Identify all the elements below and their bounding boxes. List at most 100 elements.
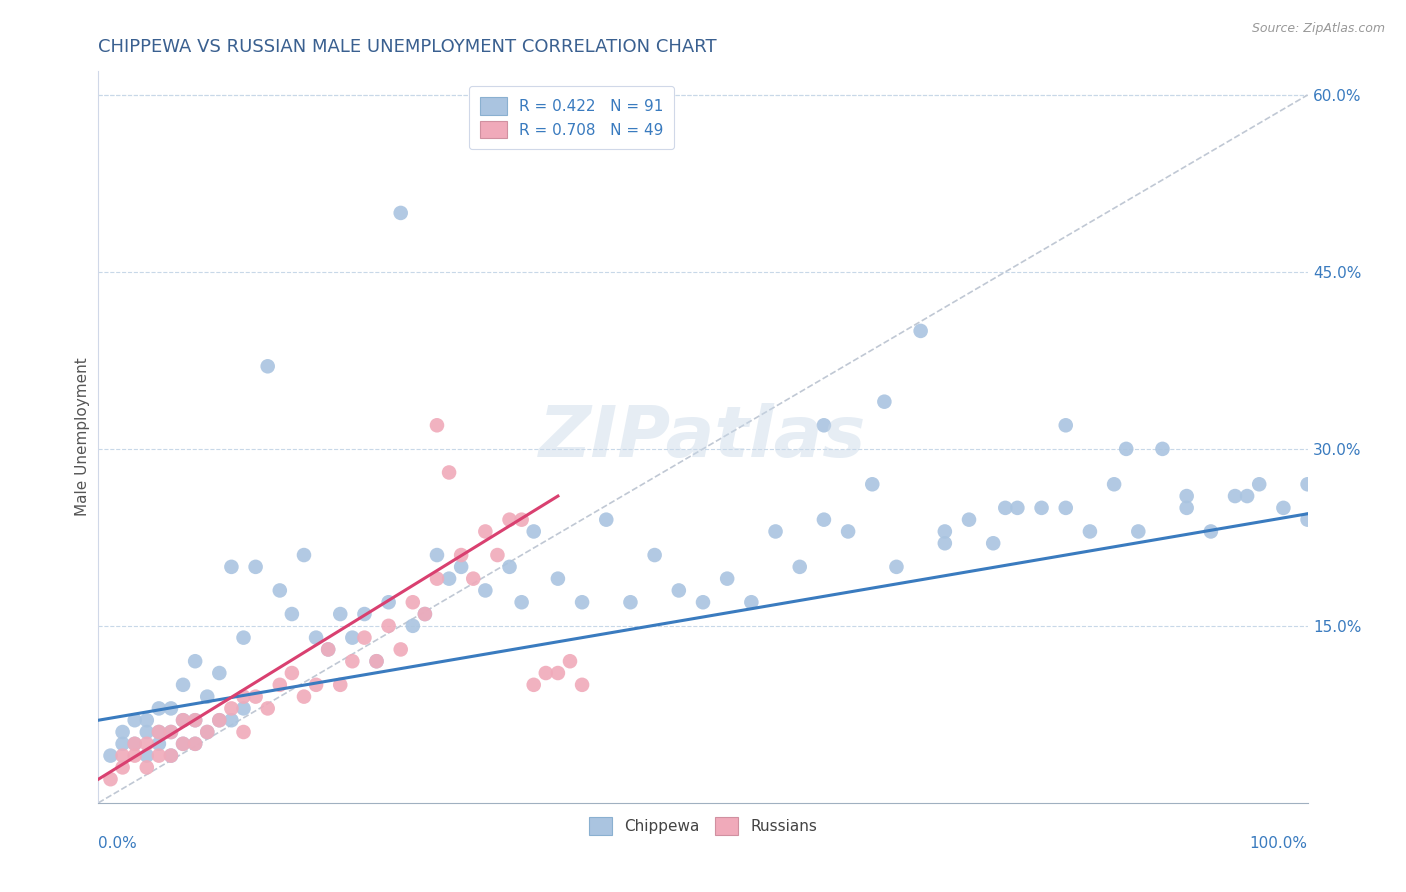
Point [450,548,472,562]
Text: Source: ZipAtlas.com: Source: ZipAtlas.com [1251,22,1385,36]
Point [1078,524,1101,539]
Point [135,748,157,763]
Point [184,713,207,727]
Point [474,524,496,539]
Point [148,725,170,739]
Point [208,713,231,727]
Point [1249,477,1271,491]
Point [232,690,254,704]
Point [292,690,315,704]
Point [245,690,267,704]
Point [208,713,231,727]
Point [111,737,134,751]
Point [1152,442,1174,456]
Point [221,713,243,727]
Point [413,607,436,621]
Point [981,536,1004,550]
Point [1175,489,1198,503]
Point [281,666,304,681]
Point [172,737,194,751]
Point [342,631,364,645]
Point [256,701,278,715]
Point [184,737,207,751]
Point [221,559,243,574]
Point [366,654,388,668]
Point [111,760,134,774]
Point [437,572,460,586]
Point [765,524,787,539]
Point [305,631,328,645]
Point [208,666,231,681]
Point [957,513,980,527]
Point [994,500,1017,515]
Point [873,394,896,409]
Point [305,678,328,692]
Point [1272,500,1295,515]
Point [426,572,449,586]
Point [221,701,243,715]
Point [1236,489,1258,503]
Point [316,642,339,657]
Point [426,418,449,433]
Point [837,524,859,539]
Point [510,595,533,609]
Point [486,548,509,562]
Point [281,607,304,621]
Point [269,678,291,692]
Point [269,583,291,598]
Point [934,536,956,550]
Point [135,713,157,727]
Point [595,513,617,527]
Point [910,324,932,338]
Point [111,725,134,739]
Point [426,548,449,562]
Point [644,548,666,562]
Point [292,548,315,562]
Point [860,477,883,491]
Point [716,572,738,586]
Point [1054,418,1077,433]
Point [547,666,569,681]
Point [934,524,956,539]
Point [195,690,218,704]
Point [353,607,375,621]
Point [160,701,183,715]
Point [437,466,460,480]
Point [342,654,364,668]
Point [1007,500,1029,515]
Point [571,595,593,609]
Point [1115,442,1137,456]
Point [510,513,533,527]
Point [389,206,412,220]
Point [135,725,157,739]
Point [1199,524,1222,539]
Point [1128,524,1150,539]
Point [148,737,170,751]
Point [232,631,254,645]
Point [534,666,557,681]
Point [111,748,134,763]
Point [571,678,593,692]
Point [124,748,146,763]
Point [1031,500,1053,515]
Point [377,595,399,609]
Point [668,583,690,598]
Point [463,572,485,586]
Point [329,678,352,692]
Text: ZIPatlas: ZIPatlas [540,402,866,472]
Point [389,642,412,657]
Point [813,513,835,527]
Point [195,725,218,739]
Point [184,654,207,668]
Point [740,595,762,609]
Point [402,595,425,609]
Point [135,737,157,751]
Point [124,737,146,751]
Point [184,713,207,727]
Legend: Chippewa, Russians: Chippewa, Russians [582,810,824,843]
Point [523,524,546,539]
Point [789,559,811,574]
Point [402,619,425,633]
Point [100,748,122,763]
Point [135,760,157,774]
